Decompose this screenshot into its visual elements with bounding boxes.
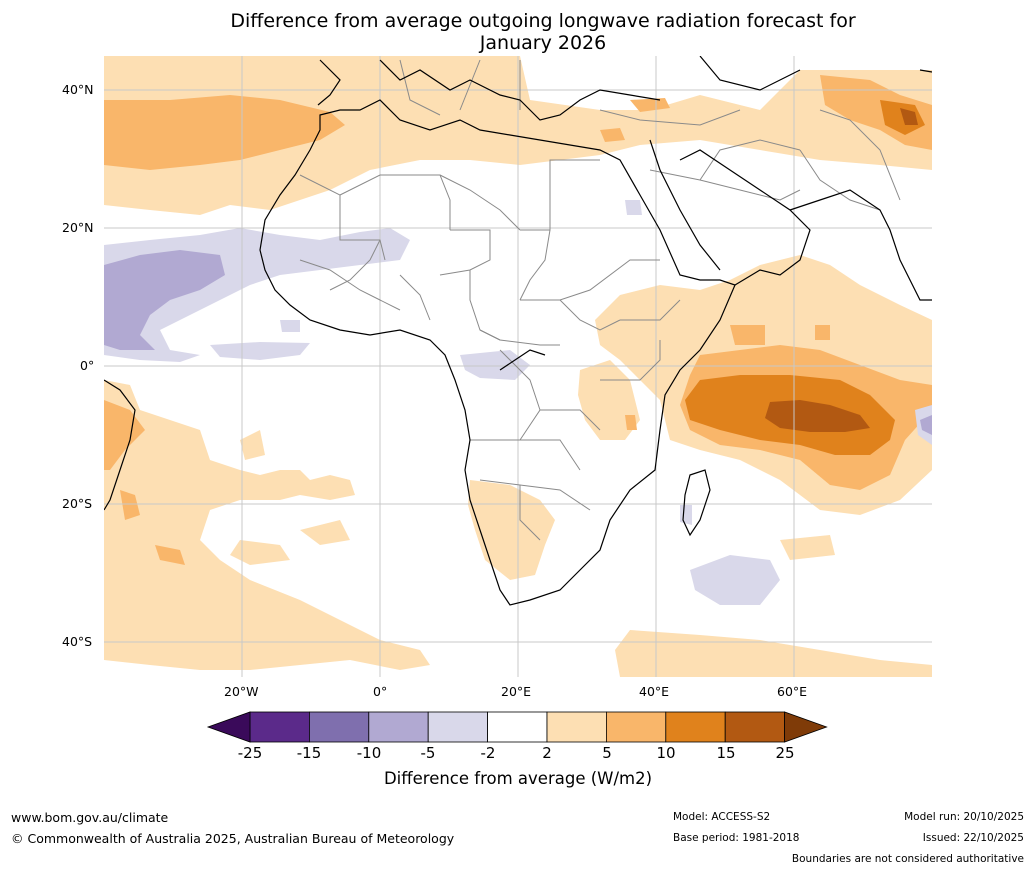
colorbar-tick: 25	[775, 744, 795, 762]
title-line-1: Difference from average outgoing longwav…	[230, 10, 856, 32]
lat-label-40s: 40°S	[62, 634, 93, 649]
colorbar-tick: -15	[296, 744, 322, 762]
footer-model-run: Model run: 20/10/2025	[904, 811, 1024, 823]
colorbar-label: Difference from average (W/m2)	[383, 769, 653, 788]
footer-base-period: Base period: 1981-2018	[673, 832, 800, 844]
lat-label-40n: 40°N	[62, 82, 94, 97]
lon-label-20e: 20°E	[501, 684, 532, 699]
coastlines	[104, 56, 932, 606]
lon-label-0: 0°	[373, 684, 388, 699]
title-line-2: January 2026	[479, 32, 607, 54]
footer-disclaimer: Boundaries are not considered authoritat…	[791, 853, 1024, 865]
colorbar-tick: 10	[656, 744, 676, 762]
lon-label-20w: 20°W	[224, 684, 259, 699]
colorbar-tick: -2	[480, 744, 496, 762]
lat-label-20s: 20°S	[62, 496, 93, 511]
lon-label-60e: 60°E	[777, 684, 808, 699]
footer-url[interactable]: www.bom.gov.au/climate	[11, 810, 169, 825]
colorbar-tick: 5	[602, 744, 612, 762]
anomaly-15-25-regions	[765, 108, 918, 432]
map-title: Difference from average outgoing longwav…	[100, 10, 986, 54]
lat-label-20n: 20°N	[62, 220, 94, 235]
footer-copyright: © Commonwealth of Australia 2025, Austra…	[11, 831, 455, 846]
anomaly-neg5-neg10-regions	[104, 250, 932, 435]
lat-label-0: 0°	[80, 358, 95, 373]
footer-issued: Issued: 22/10/2025	[922, 832, 1024, 844]
colorbar-tick: -10	[356, 744, 382, 762]
colorbar-tick: -25	[237, 744, 263, 762]
country-boundaries	[299, 59, 901, 541]
lon-label-40e: 40°E	[639, 684, 670, 699]
footer-model: Model: ACCESS-S2	[673, 811, 771, 823]
colorbar-tick: 15	[716, 744, 736, 762]
colorbar-tick: 2	[542, 744, 552, 762]
colorbar-tick: -5	[420, 744, 436, 762]
